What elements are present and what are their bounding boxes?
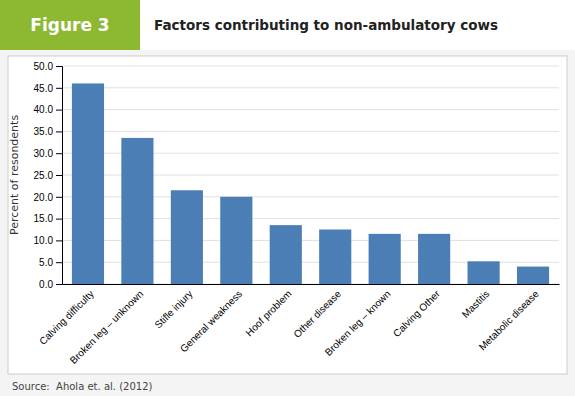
tick: 15.0 bbox=[34, 213, 62, 224]
bars bbox=[72, 83, 549, 284]
tick: 5.0 bbox=[39, 257, 62, 268]
tick-mark bbox=[56, 131, 62, 132]
axis-line bbox=[63, 284, 560, 285]
tick-label: 50.0 bbox=[34, 61, 54, 72]
tick: 10.0 bbox=[34, 235, 62, 246]
tick: 50.0 bbox=[34, 61, 62, 72]
y-axis-label: Percent of resondents bbox=[8, 115, 21, 236]
bar bbox=[121, 138, 153, 284]
tick-label: Mastitis bbox=[460, 288, 492, 320]
tick: 45.0 bbox=[34, 83, 62, 94]
tick-label: Broken leg – unknown bbox=[68, 288, 146, 366]
bar bbox=[369, 234, 401, 284]
tick-mark bbox=[56, 240, 62, 241]
tick-label: 35.0 bbox=[34, 126, 54, 137]
tick-mark bbox=[56, 110, 62, 111]
bar bbox=[319, 230, 351, 285]
plot-area: 0.0 5.0 10.0 15.0 20.0 25.0 30.0 35.0 40.0 45.0 50… bbox=[8, 61, 560, 366]
grid-line bbox=[62, 109, 559, 110]
tick-mark bbox=[56, 219, 62, 220]
tick: 35.0 bbox=[34, 126, 62, 137]
tick-mark bbox=[56, 175, 62, 176]
grid-line bbox=[62, 131, 559, 132]
tick: Mastitis bbox=[460, 288, 492, 320]
grid-line bbox=[62, 66, 559, 67]
grid-line bbox=[62, 87, 559, 88]
grid bbox=[62, 66, 559, 284]
tick-mark bbox=[56, 284, 62, 285]
bar bbox=[171, 190, 203, 284]
tick-mark bbox=[56, 153, 62, 154]
tick-label: 20.0 bbox=[34, 192, 54, 203]
tick: Hoof problem bbox=[243, 288, 293, 338]
chart-svg: Figure 3 Factors contributing to non-ambu… bbox=[0, 0, 575, 396]
bar bbox=[220, 197, 252, 284]
tick: Metabolic disease bbox=[477, 288, 542, 353]
tick: 30.0 bbox=[34, 148, 62, 159]
tick: Stifle injury bbox=[152, 288, 194, 330]
tick: Broken leg – known bbox=[323, 288, 393, 358]
tick-label: 0.0 bbox=[39, 279, 53, 290]
tick-label: 25.0 bbox=[34, 170, 54, 181]
tick-mark bbox=[56, 262, 62, 263]
tick: Calving Other bbox=[391, 288, 442, 339]
tick-label: Calving Other bbox=[391, 288, 442, 339]
tick-mark bbox=[56, 88, 62, 89]
tick-label: Hoof problem bbox=[243, 288, 293, 338]
tick-label: Other disease bbox=[291, 288, 343, 340]
tick-label: 30.0 bbox=[34, 148, 54, 159]
tick-label: 10.0 bbox=[34, 235, 54, 246]
tick: General weakness bbox=[178, 288, 244, 354]
tick: 20.0 bbox=[34, 192, 62, 203]
tick: 0.0 bbox=[39, 279, 62, 290]
axis-line bbox=[56, 67, 63, 285]
tick-label: 15.0 bbox=[34, 213, 54, 224]
tick: Other disease bbox=[291, 288, 343, 340]
tick-label: 40.0 bbox=[34, 104, 54, 115]
tick-label: 45.0 bbox=[34, 83, 54, 94]
tick-label: 5.0 bbox=[39, 257, 53, 268]
x-axis: Calving difficultyBroken leg – unknownSt… bbox=[37, 285, 559, 366]
tick: 40.0 bbox=[34, 104, 62, 115]
chart-panel bbox=[8, 56, 567, 374]
y-axis: 0.0 5.0 10.0 15.0 20.0 25.0 30.0 35.0 40.0 45.0 50… bbox=[34, 61, 63, 290]
chart-title: Factors contributing to non-ambulatory c… bbox=[154, 17, 498, 33]
tick-mark bbox=[56, 66, 62, 67]
bar bbox=[468, 261, 500, 284]
source-text: Source: Ahola et. al. (2012) bbox=[12, 381, 152, 392]
background bbox=[0, 0, 575, 396]
header-background bbox=[0, 0, 575, 50]
bar bbox=[517, 267, 549, 284]
tick: 25.0 bbox=[34, 170, 62, 181]
bar bbox=[72, 83, 104, 284]
bar bbox=[270, 225, 302, 284]
tick-label: Stifle injury bbox=[152, 288, 194, 330]
figure-label-box bbox=[0, 0, 140, 50]
tick-label: Broken leg – known bbox=[323, 288, 393, 358]
tick-label: General weakness bbox=[178, 288, 244, 354]
bar bbox=[418, 234, 450, 284]
tick-mark bbox=[56, 197, 62, 198]
figure-label: Figure 3 bbox=[30, 15, 109, 35]
tick-label: Metabolic disease bbox=[477, 288, 542, 353]
tick: Broken leg – unknown bbox=[68, 288, 146, 366]
